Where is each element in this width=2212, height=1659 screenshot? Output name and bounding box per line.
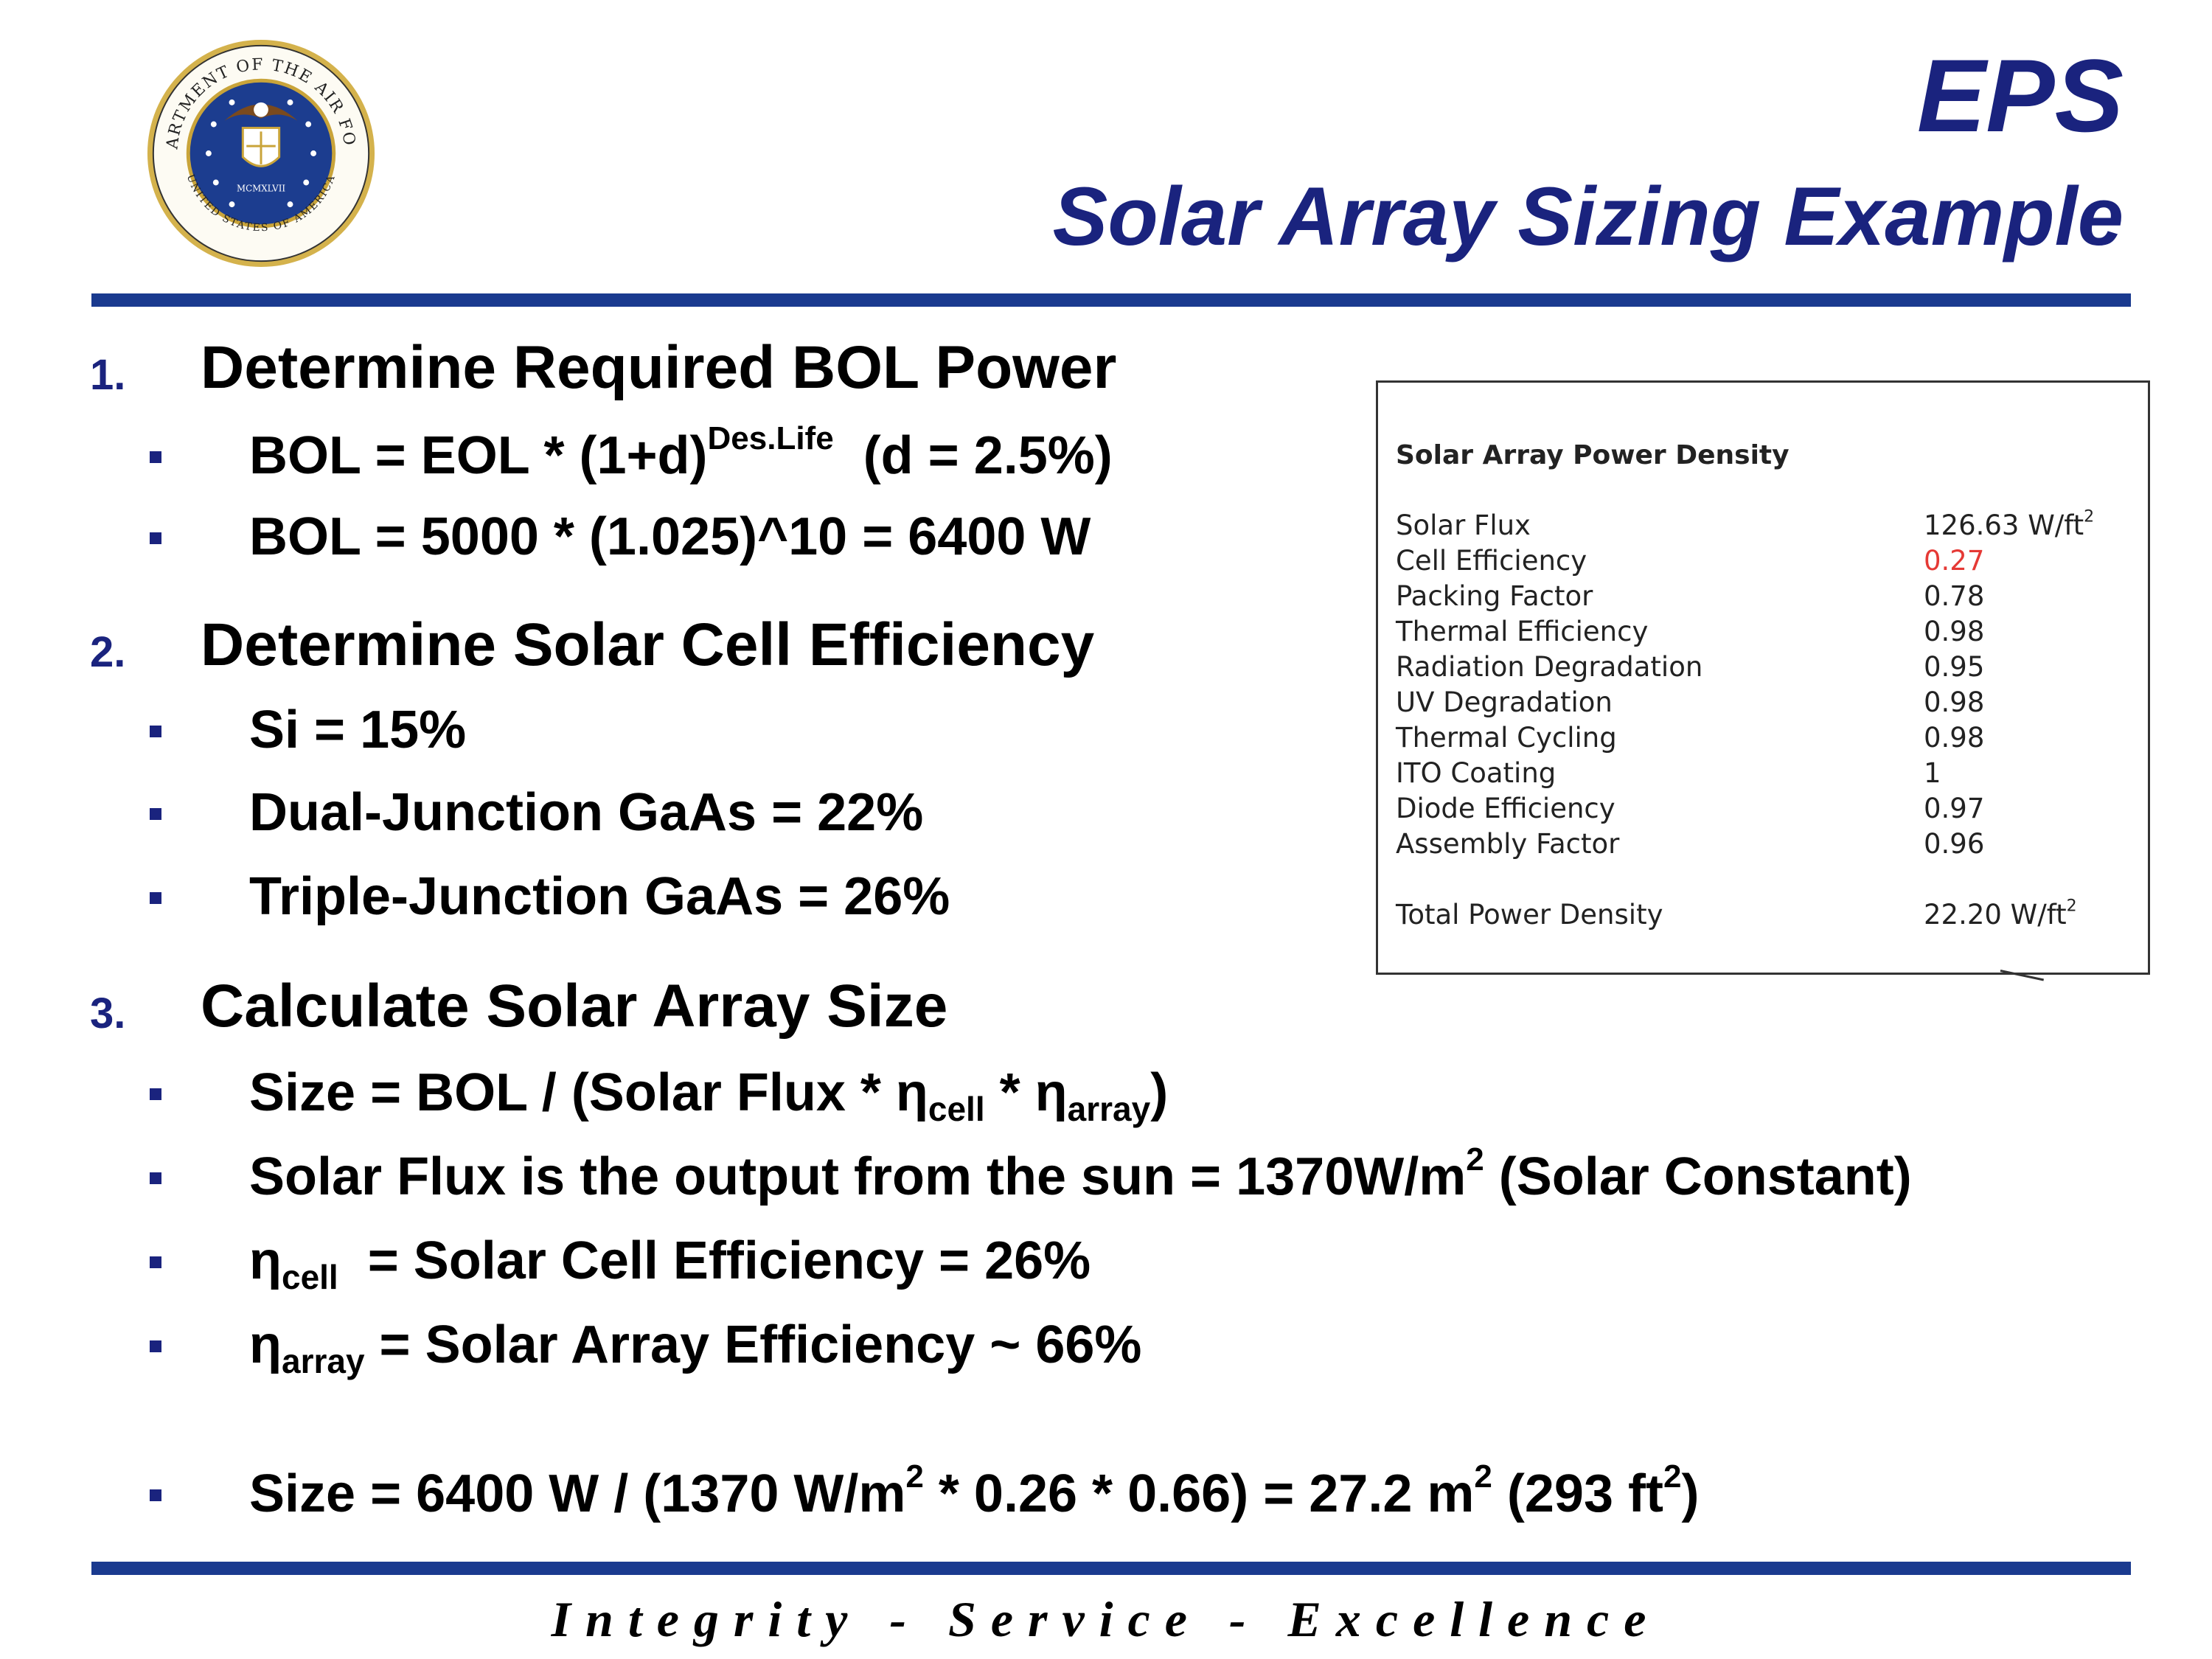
total-value: 22.20 W/ft2 — [1924, 897, 2077, 931]
size-result: Size = 6400 W / (1370 W/m2 * 0.26 * 0.66… — [249, 1458, 1700, 1523]
bullet-marker — [150, 726, 161, 737]
power-density-table: Solar Array Power Density Solar Flux 126… — [1376, 380, 2150, 981]
row-label: Thermal Efficiency — [1396, 616, 1649, 647]
efficiency-triple-junction: Triple-Junction GaAs = 26% — [249, 867, 950, 926]
row-label: Assembly Factor — [1396, 828, 1620, 860]
table-row: Solar Flux 126.63 W/ft2 — [1396, 509, 2133, 545]
table-row: UV Degradation 0.98 — [1396, 686, 2133, 722]
row-label: Radiation Degradation — [1396, 651, 1703, 683]
row-value: 0.95 — [1924, 651, 1985, 683]
row-value: 0.98 — [1924, 686, 1985, 718]
table-row: Thermal Efficiency 0.98 — [1396, 616, 2133, 651]
efficiency-dual-junction: Dual-Junction GaAs = 22% — [249, 783, 924, 842]
row-label: ITO Coating — [1396, 757, 1557, 789]
bullet-marker — [150, 1256, 161, 1268]
bullet-marker — [150, 892, 161, 904]
row-value: 0.98 — [1924, 616, 1985, 647]
row-label: Packing Factor — [1396, 580, 1593, 612]
row-value-highlight: 0.27 — [1924, 545, 1985, 577]
eta-array-definition: ηarray = Solar Array Efficiency ~ 66% — [249, 1315, 1142, 1380]
table-title: Solar Array Power Density — [1396, 440, 1790, 470]
row-label: Cell Efficiency — [1396, 545, 1587, 577]
bol-calculation: BOL = 5000 * (1.025)^10 = 6400 W — [249, 507, 1091, 566]
pen-mark — [2000, 970, 2045, 981]
table-row: Assembly Factor 0.96 — [1396, 828, 2133, 863]
table-total-row: Total Power Density 22.20 W/ft2 — [1396, 897, 2133, 934]
total-label: Total Power Density — [1396, 899, 1663, 931]
svg-text:MCMXLVII: MCMXLVII — [237, 183, 285, 193]
footer-motto: Integrity - Service - Excellence — [551, 1591, 1661, 1647]
eta-cell-definition: ηcell = Solar Cell Efficiency = 26% — [249, 1231, 1091, 1296]
section-number-3: 3. — [90, 990, 126, 1037]
section-heading-3: Calculate Solar Array Size — [201, 973, 948, 1040]
row-value: 126.63 W/ft2 — [1924, 507, 2095, 541]
section-number-1: 1. — [90, 351, 126, 399]
air-force-seal: DEPARTMENT OF THE AIR FORCE UNITED STATE… — [145, 37, 375, 268]
bullet-marker — [150, 1172, 161, 1184]
section-heading-1: Determine Required BOL Power — [201, 334, 1117, 401]
efficiency-si: Si = 15% — [249, 700, 467, 759]
table-row: ITO Coating 1 — [1396, 757, 2133, 793]
bottom-divider — [91, 1562, 2131, 1575]
bullet-marker — [150, 532, 161, 544]
size-formula: Size = BOL / (Solar Flux * ηcell * ηarra… — [249, 1063, 1169, 1128]
bullet-marker — [150, 1340, 161, 1352]
bullet-marker — [150, 1088, 161, 1100]
table-row: Diode Efficiency 0.97 — [1396, 793, 2133, 828]
row-value: 0.98 — [1924, 722, 1985, 754]
row-label: Thermal Cycling — [1396, 722, 1617, 754]
row-value: 0.96 — [1924, 828, 1985, 860]
row-value: 0.97 — [1924, 793, 1985, 824]
table-row: Thermal Cycling 0.98 — [1396, 722, 2133, 757]
title-main: EPS — [1916, 38, 2124, 153]
bullet-marker — [150, 451, 161, 463]
bullet-marker — [150, 808, 161, 820]
bol-formula: BOL = EOL * (1+d)Des.Life (d = 2.5%) — [249, 420, 1113, 485]
row-label: UV Degradation — [1396, 686, 1613, 718]
title-sub: Solar Array Sizing Example — [1052, 170, 2124, 262]
row-label: Diode Efficiency — [1396, 793, 1615, 824]
row-value: 0.78 — [1924, 580, 1985, 612]
solar-flux-definition: Solar Flux is the output from the sun = … — [249, 1141, 1912, 1206]
row-value: 1 — [1924, 757, 1941, 789]
top-divider — [91, 293, 2131, 307]
row-label: Solar Flux — [1396, 509, 1531, 541]
table-row: Cell Efficiency 0.27 — [1396, 545, 2133, 580]
section-heading-2: Determine Solar Cell Efficiency — [201, 611, 1095, 678]
table-row: Radiation Degradation 0.95 — [1396, 651, 2133, 686]
bullet-marker — [150, 1489, 161, 1501]
table-row: Packing Factor 0.78 — [1396, 580, 2133, 616]
section-number-2: 2. — [90, 628, 126, 676]
